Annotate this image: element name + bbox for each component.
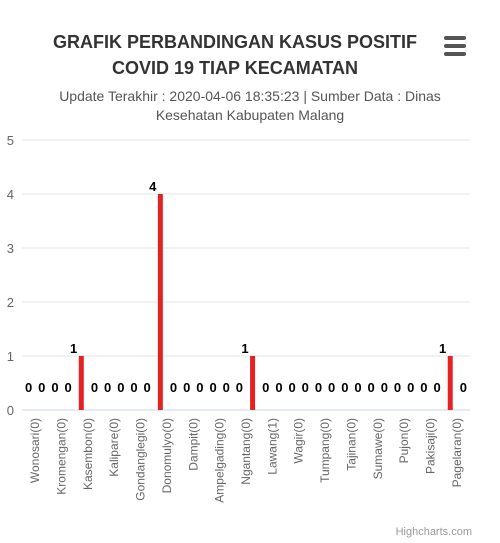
data-label: 0 [130, 380, 137, 395]
x-tick-label: Lawang(1) [265, 418, 279, 475]
data-label: 0 [328, 380, 335, 395]
x-tick-label: Ampelgading(0) [213, 418, 227, 503]
chart-title-line2: COVID 19 TIAP KECAMATAN [111, 58, 359, 78]
chart-subtitle-line2: Kesehatan Kabupaten Malang [155, 107, 345, 123]
data-label: 0 [394, 380, 401, 395]
y-tick-label: 2 [7, 295, 14, 310]
data-label: 0 [381, 380, 388, 395]
data-label: 0 [183, 380, 190, 395]
x-tick-label: Pujon(0) [397, 418, 411, 463]
data-label: 0 [420, 380, 427, 395]
data-label: 0 [170, 380, 177, 395]
x-tick-label: Pakisaji(0) [423, 418, 437, 474]
data-label: 0 [196, 380, 203, 395]
data-label: 0 [144, 380, 151, 395]
x-tick-label: Ngantang(0) [239, 418, 253, 485]
hamburger-menu-icon[interactable] [440, 33, 470, 61]
data-label: 0 [236, 380, 243, 395]
data-label: 4 [149, 179, 157, 194]
data-label: 0 [354, 380, 361, 395]
chart-title-line1: GRAFIK PERBANDINGAN KASUS POSITIF [52, 32, 418, 52]
data-label: 0 [407, 380, 414, 395]
data-label: 0 [315, 380, 322, 395]
y-tick-label: 4 [7, 187, 14, 202]
x-tick-label: Wonosari(0) [28, 418, 42, 483]
y-tick-label: 3 [7, 241, 14, 256]
x-tick-label: Tumpang(0) [318, 418, 332, 483]
y-tick-label: 0 [7, 403, 14, 418]
y-tick-label: 1 [7, 349, 14, 364]
data-label: 0 [302, 380, 309, 395]
x-tick-label: Kalipare(0) [107, 418, 121, 477]
data-label: 0 [460, 380, 467, 395]
x-tick-label: Pagelaran(0) [450, 418, 464, 487]
data-label: 0 [209, 380, 216, 395]
data-label: 0 [117, 380, 124, 395]
data-label: 0 [91, 380, 98, 395]
x-tick-label: Tajinan(0) [344, 418, 358, 471]
x-tick-label: Kasembon(0) [81, 418, 95, 490]
chart-subtitle-line1: Update Terakhir : 2020-04-06 18:35:23 | … [59, 88, 441, 104]
data-label: 0 [65, 380, 72, 395]
x-tick-label: Kromengan(0) [55, 418, 69, 495]
data-label: 0 [51, 380, 58, 395]
data-label: 0 [289, 380, 296, 395]
data-label: 0 [275, 380, 282, 395]
bar [250, 356, 256, 410]
data-label: 1 [439, 341, 446, 356]
data-label: 0 [104, 380, 111, 395]
data-label: 0 [368, 380, 375, 395]
data-label: 1 [70, 341, 77, 356]
x-tick-label: Wagir(0) [292, 418, 306, 464]
x-tick-label: Dampit(0) [186, 418, 200, 471]
highcharts-credits-link[interactable]: Highcharts.com [395, 526, 472, 538]
data-label: 1 [241, 341, 248, 356]
data-label: 0 [341, 380, 348, 395]
bar [78, 356, 84, 410]
bar [157, 194, 163, 410]
x-tick-label: Sumawe(0) [371, 418, 385, 479]
bar [447, 356, 453, 410]
x-tick-label: Gondanglegi(0) [134, 418, 148, 501]
y-tick-label: 5 [7, 133, 14, 148]
data-label: 0 [223, 380, 230, 395]
data-label: 0 [38, 380, 45, 395]
data-label: 0 [433, 380, 440, 395]
data-label: 0 [262, 380, 269, 395]
x-tick-label: Donomulyo(0) [160, 418, 174, 493]
data-label: 0 [25, 380, 32, 395]
